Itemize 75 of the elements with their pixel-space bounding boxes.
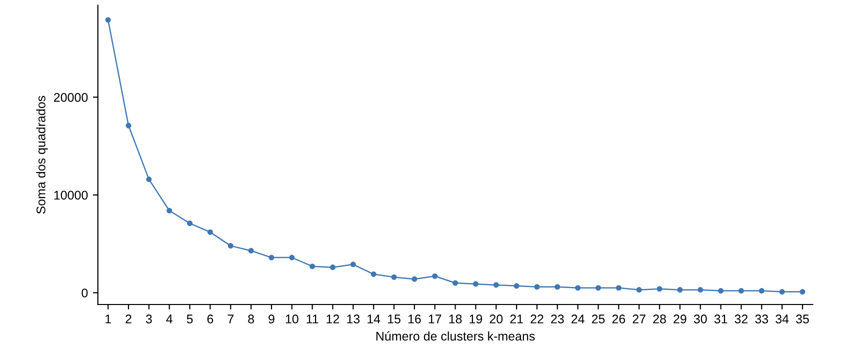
x-tick-label: 20 xyxy=(490,314,503,324)
x-tick-label: 32 xyxy=(734,314,748,324)
point xyxy=(370,271,376,277)
point xyxy=(289,254,295,260)
y-tick-label: 10000 xyxy=(54,190,88,200)
point xyxy=(412,276,418,282)
x-tick-label: 2 xyxy=(126,314,132,324)
point xyxy=(452,280,458,286)
x-tick-label: 17 xyxy=(428,314,442,324)
point xyxy=(268,254,274,260)
x-tick-label: 31 xyxy=(714,314,728,324)
point xyxy=(718,288,724,294)
point xyxy=(595,285,602,291)
point xyxy=(779,289,785,295)
x-tick-label: 23 xyxy=(551,314,564,324)
point xyxy=(248,248,254,254)
x-tick-label: 5 xyxy=(186,314,193,324)
point xyxy=(330,264,336,270)
point xyxy=(126,122,132,128)
point xyxy=(758,288,764,294)
point xyxy=(656,286,662,292)
x-tick-label: 16 xyxy=(408,314,421,324)
point xyxy=(575,285,581,291)
point xyxy=(554,284,560,290)
x-tick-label: 11 xyxy=(306,314,318,324)
point xyxy=(146,176,152,182)
x-tick-label: 3 xyxy=(146,314,152,324)
point xyxy=(391,274,397,280)
x-tick-label: 10 xyxy=(286,314,298,324)
x-tick-label: 33 xyxy=(755,314,768,324)
x-tick-label: 35 xyxy=(796,314,809,324)
point xyxy=(738,288,744,294)
point xyxy=(800,289,806,295)
x-tick-label: 12 xyxy=(326,314,340,324)
point xyxy=(493,282,499,288)
x-tick-label: 15 xyxy=(388,314,400,324)
x-tick-label: 21 xyxy=(510,314,523,324)
x-tick-label: 13 xyxy=(347,314,360,324)
point xyxy=(350,262,356,268)
point xyxy=(105,17,111,23)
point xyxy=(636,287,642,293)
x-tick-label: 8 xyxy=(248,314,254,324)
point xyxy=(514,283,520,289)
x-tick-label: 18 xyxy=(449,314,462,324)
y-axis-title: Soma dos quadrados xyxy=(36,96,48,214)
point xyxy=(228,243,234,249)
x-tick-label: 24 xyxy=(572,314,584,324)
x-tick-label: 1 xyxy=(106,314,111,324)
point xyxy=(472,281,478,287)
x-tick-label: 27 xyxy=(632,314,646,324)
x-tick-label: 29 xyxy=(674,314,686,324)
point xyxy=(677,287,683,293)
y-tick-label: 0 xyxy=(82,288,88,298)
x-tick-label: 26 xyxy=(612,314,626,324)
x-tick-label: 30 xyxy=(694,314,707,324)
x-tick-label: 4 xyxy=(166,314,172,324)
point xyxy=(166,208,172,214)
x-tick-label: 7 xyxy=(228,314,234,324)
x-tick-label: 34 xyxy=(776,314,789,324)
x-tick-label: 9 xyxy=(268,314,274,324)
x-tick-label: 28 xyxy=(653,314,666,324)
point xyxy=(432,273,438,279)
x-tick-label: 14 xyxy=(368,314,380,324)
point xyxy=(207,229,213,235)
x-tick-label: 6 xyxy=(207,314,214,324)
point xyxy=(534,284,540,290)
point xyxy=(310,264,316,270)
point xyxy=(186,220,193,226)
y-tick-label: 20000 xyxy=(54,92,88,102)
x-tick-label: 22 xyxy=(530,314,544,324)
x-tick-label: 19 xyxy=(470,314,482,324)
x-tick-label: 25 xyxy=(592,314,605,324)
point xyxy=(698,287,704,293)
x-axis-title: Número de clusters k-means xyxy=(376,331,535,341)
point xyxy=(616,285,622,291)
